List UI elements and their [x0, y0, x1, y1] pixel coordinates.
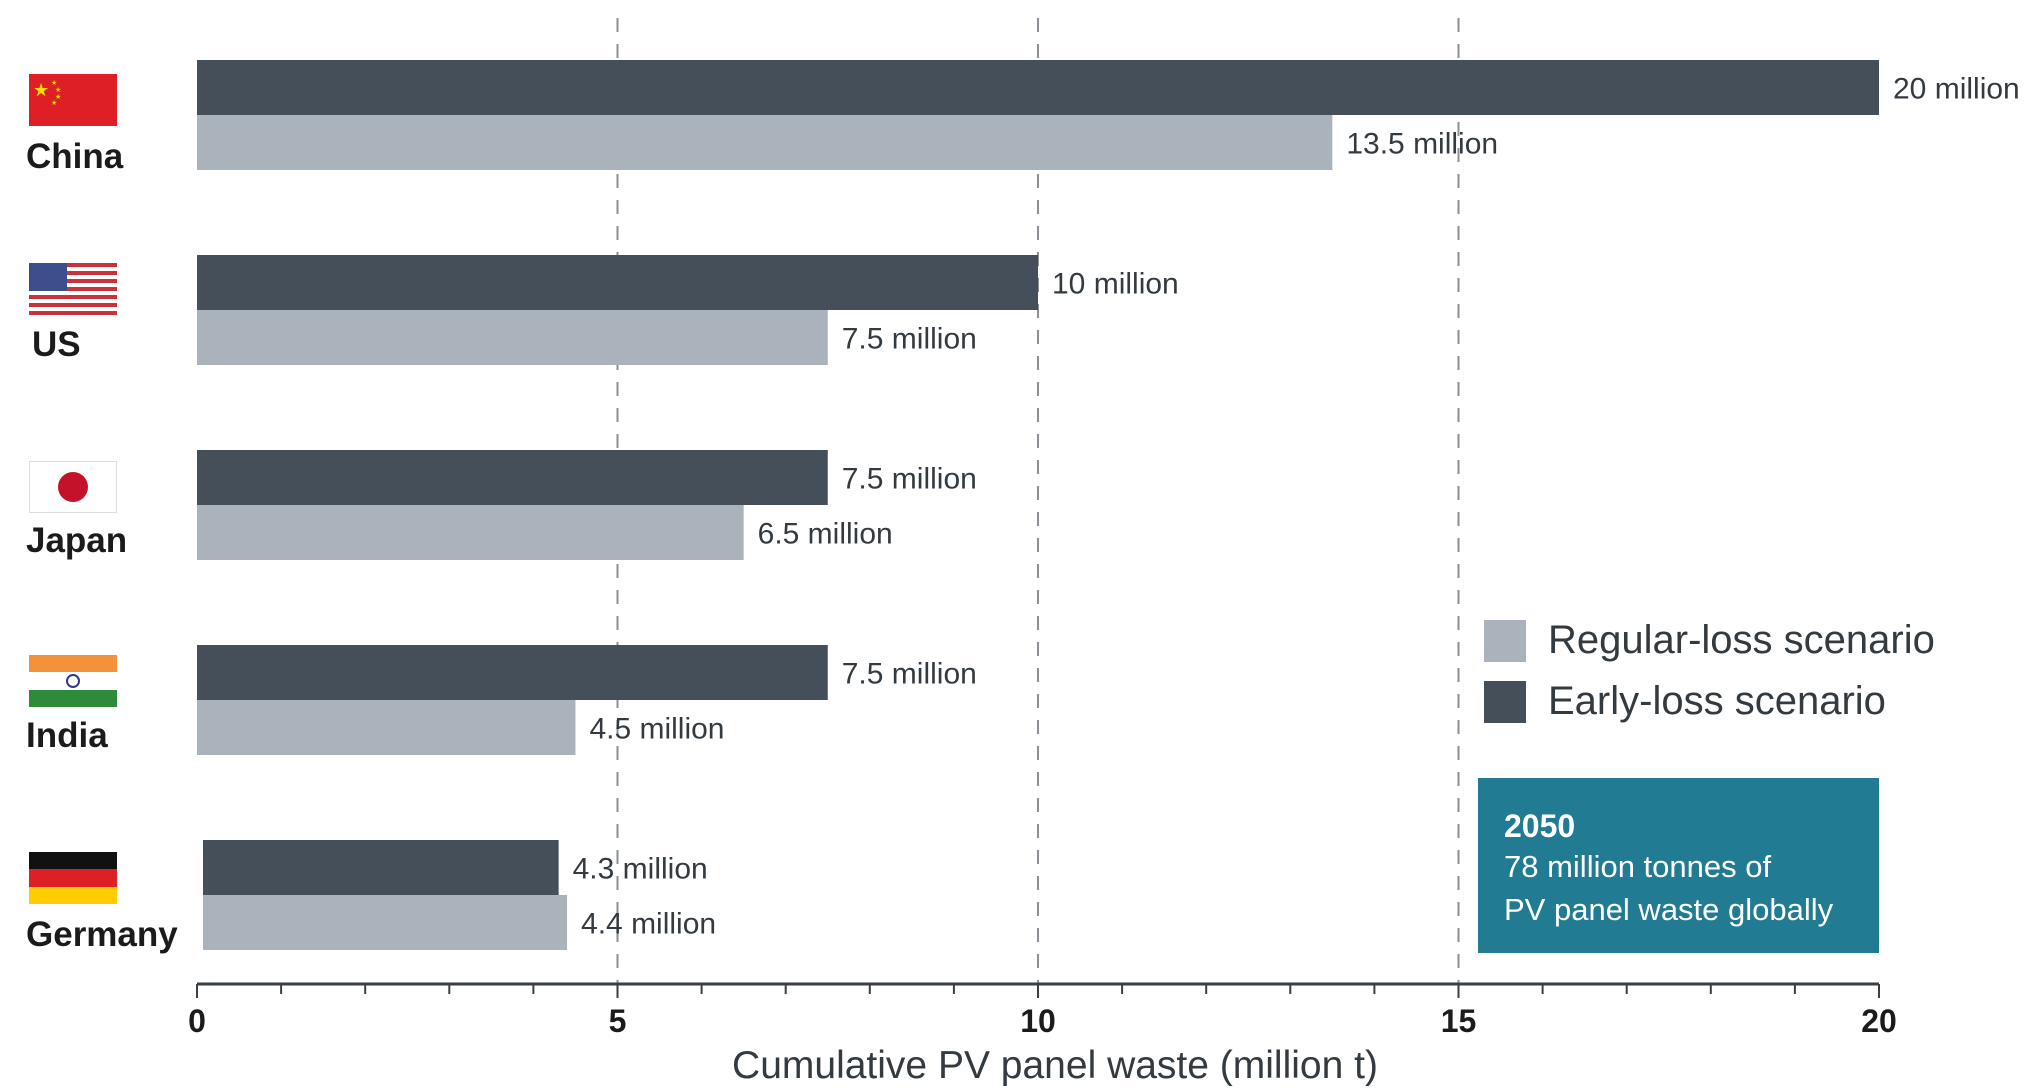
bar-regular-us — [197, 310, 828, 365]
us-flag — [29, 263, 117, 315]
country-label-germany: Germany — [26, 915, 178, 954]
x-tick-label: 0 — [188, 1003, 206, 1039]
legend-label-regular: Regular-loss scenario — [1548, 618, 1935, 662]
legend-label-early: Early-loss scenario — [1548, 679, 1886, 723]
data-label-regular-india: 4.5 million — [589, 713, 724, 746]
japan-flag — [29, 461, 117, 513]
callout-box: 2050 78 million tonnes of PV panel waste… — [1478, 778, 1879, 953]
china-flag: ★ ★ ★ ★ ★ — [29, 74, 117, 126]
data-label-regular-china: 13.5 million — [1346, 128, 1498, 161]
country-label-japan: Japan — [26, 521, 128, 560]
bar-regular-germany — [203, 895, 568, 950]
x-axis-title: Cumulative PV panel waste (million t) — [732, 1044, 1378, 1087]
x-axis: 0 5 10 15 20 — [188, 982, 1897, 1039]
data-label-early-china: 20 million — [1893, 73, 2020, 106]
india-flag — [29, 655, 117, 707]
svg-text:★: ★ — [55, 93, 61, 101]
bar-regular-india — [197, 700, 576, 755]
x-tick-label: 15 — [1441, 1003, 1477, 1039]
bar-early-us — [197, 255, 1038, 310]
callout-line-2: PV panel waste globally — [1504, 892, 1834, 927]
bar-labels: 20 million 13.5 million 10 million 7.5 mill… — [573, 73, 2020, 941]
data-label-regular-us: 7.5 million — [842, 323, 977, 356]
legend-item-early: Early-loss scenario — [1484, 679, 1886, 724]
x-tick-label: 20 — [1861, 1003, 1897, 1039]
legend-swatch-early — [1484, 680, 1526, 723]
data-label-early-germany: 4.3 million — [573, 853, 708, 886]
x-tick-label: 10 — [1020, 1003, 1056, 1039]
data-label-early-us: 10 million — [1052, 268, 1179, 301]
callout-line-1: 78 million tonnes of — [1504, 849, 1772, 884]
bar-regular-japan — [197, 505, 744, 560]
bar-early-china — [197, 60, 1879, 115]
legend-swatch-regular — [1484, 619, 1526, 662]
data-label-early-japan: 7.5 million — [842, 463, 977, 496]
legend-item-regular: Regular-loss scenario — [1484, 618, 1935, 663]
data-label-regular-germany: 4.4 million — [581, 908, 716, 941]
grid-lines — [616, 18, 1460, 984]
svg-text:★: ★ — [51, 99, 57, 107]
svg-text:★: ★ — [55, 86, 61, 94]
svg-text:★: ★ — [51, 79, 57, 87]
bars — [197, 60, 1879, 950]
bar-early-japan — [197, 450, 828, 505]
country-label-china: China — [26, 137, 124, 176]
data-label-early-india: 7.5 million — [842, 658, 977, 691]
country-label-india: India — [26, 716, 108, 755]
country-label-us: US — [32, 325, 81, 364]
bar-early-germany — [203, 840, 559, 895]
data-label-regular-japan: 6.5 million — [758, 518, 893, 551]
svg-text:★: ★ — [33, 80, 49, 101]
x-tick-label: 5 — [609, 1003, 627, 1039]
callout-year: 2050 — [1504, 808, 1576, 844]
germany-flag — [29, 852, 117, 904]
bar-regular-china — [197, 115, 1333, 170]
bar-early-india — [197, 645, 828, 700]
